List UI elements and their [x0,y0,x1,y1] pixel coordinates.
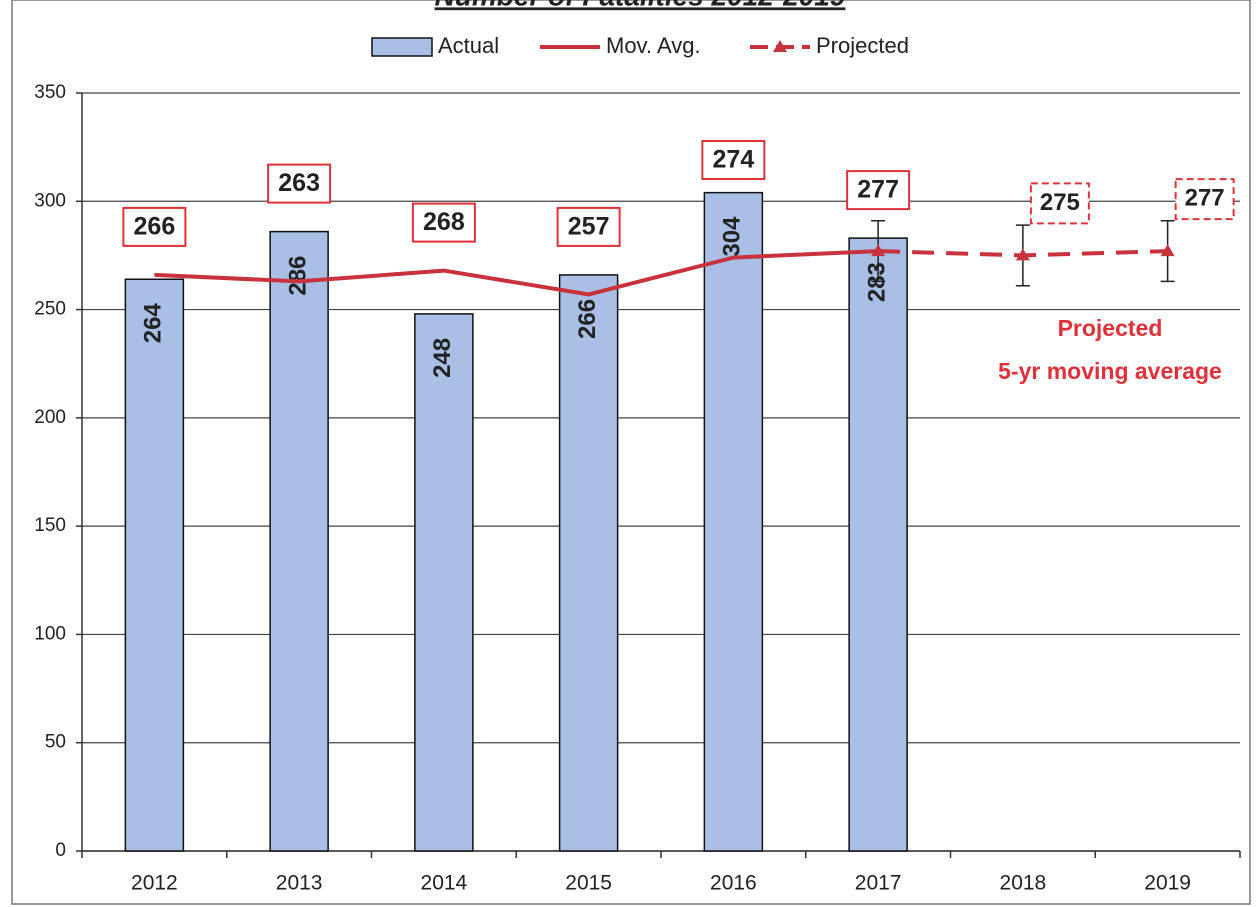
y-tick-label: 100 [34,623,66,644]
bar [703,191,764,852]
bar-value-label: 264 [140,303,167,344]
y-tick-label: 150 [34,515,66,536]
annotation: Projected [1058,315,1163,341]
mov-avg-value-label: 277 [857,176,899,204]
label-box [846,170,911,211]
x-tick-label: 2019 [1144,872,1191,895]
frame [11,0,1251,905]
mov-avg-value-label: 274 [713,146,755,174]
x-tick-label: 2014 [421,872,468,895]
legend-label: Projected [816,33,909,58]
projected-marker [871,244,886,257]
label-box [1029,182,1090,225]
mov-avg-value-label: 268 [423,208,465,236]
mov-avg-value-label: 263 [278,169,320,197]
bar-value-label: 304 [719,216,746,257]
y-tick-label: 200 [34,407,66,428]
bar [558,274,619,852]
y-tick-label: 300 [34,190,66,211]
projected-marker [1015,248,1030,261]
label-box [1174,178,1235,221]
bar [124,278,185,852]
label-box [411,202,476,243]
annotation: 5-yr moving average [998,358,1222,384]
bar [848,237,908,852]
y-tick-label: 350 [34,82,66,103]
mov-avg-line [154,249,879,297]
x-tick-label: 2017 [855,872,902,895]
legend-marker [773,40,787,52]
bar-value-label: 286 [284,256,311,296]
projected-value-label: 277 [1185,184,1225,211]
projected-value-label: 275 [1040,189,1080,216]
label-box [267,163,332,204]
y-tick-label: 250 [34,299,66,320]
x-tick-label: 2015 [565,872,612,895]
legend-label: Actual [438,33,499,58]
y-tick-label: 50 [45,732,66,753]
projected-marker [1160,244,1175,257]
bar [269,230,329,852]
mov-avg-value-label: 257 [568,213,610,241]
y-tick-label: 0 [55,840,66,861]
x-tick-label: 2013 [276,872,323,895]
legend-swatch [371,37,433,57]
x-tick-label: 2018 [1000,872,1047,895]
x-tick-label: 2016 [710,872,757,895]
x-tick-label: 2012 [131,872,178,895]
label-box [701,140,766,180]
mov-avg-value-label: 266 [134,213,176,241]
bar-value-label: 266 [574,299,601,339]
chart-title: Number of Fatalities 2012-2019 [435,0,846,11]
label-box [556,206,621,247]
bar-value-label: 248 [429,338,456,378]
label-box [122,206,187,247]
legend-label: Mov. Avg. [606,33,701,58]
bar [414,313,474,852]
